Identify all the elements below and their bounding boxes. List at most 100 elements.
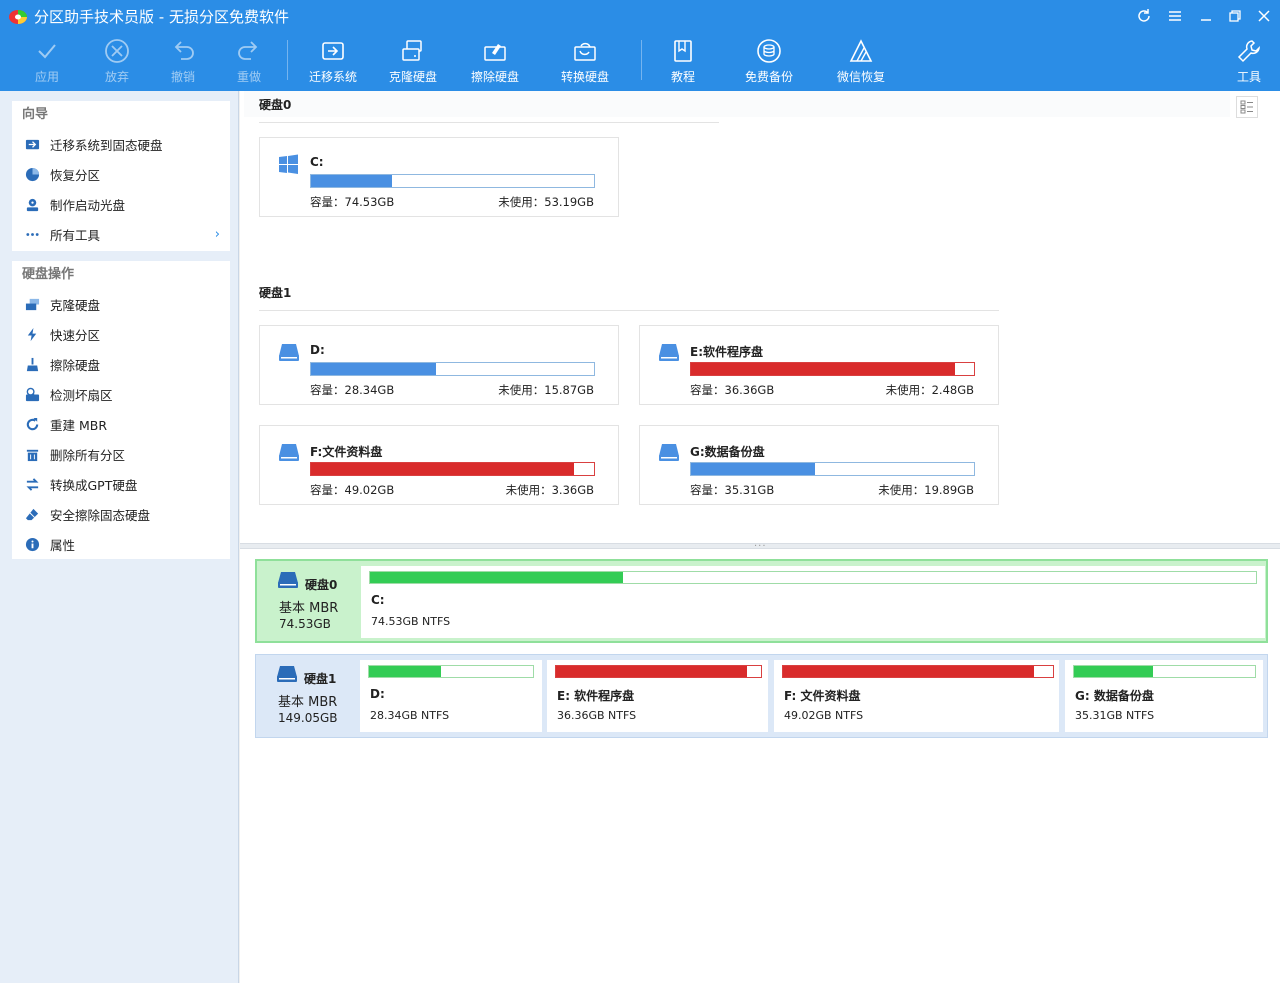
usage-fill — [311, 175, 392, 187]
sidebar-item-convert-gpt[interactable]: 转换成GPT硬盘 — [12, 469, 230, 499]
partition-card-g[interactable]: G:数据备份盘 容量：35.31GB 未使用：19.89GB — [639, 425, 999, 505]
partition-card-e[interactable]: E:软件程序盘 容量：36.36GB 未使用：2.48GB — [639, 325, 999, 405]
convert-icon — [25, 477, 39, 491]
minimize-button[interactable] — [1196, 6, 1216, 26]
close-button[interactable] — [1254, 6, 1274, 26]
convert-disk-button[interactable]: 转换硬盘 — [558, 36, 612, 88]
usage-fill — [1074, 666, 1154, 677]
undo-button[interactable]: 撤销 — [163, 36, 203, 88]
disk-size: 74.53GB — [279, 617, 331, 631]
disk-map-partition-d[interactable]: D: 28.34GB NTFS — [360, 660, 542, 732]
wipe-disk-icon — [484, 44, 506, 61]
wipe-disk-button[interactable]: 擦除硬盘 — [468, 36, 522, 88]
free-label: 未使用：2.48GB — [885, 383, 974, 397]
windows-icon — [279, 154, 298, 174]
sidebar-item-all-tools[interactable]: 所有工具 › — [12, 219, 230, 249]
drive-icon — [278, 572, 298, 588]
apply-button[interactable]: 应用 — [27, 36, 67, 88]
disk-name: 硬盘1 — [304, 672, 337, 686]
broom-icon — [26, 357, 38, 371]
window-title: 分区助手技术员版 - 无损分区免费软件 — [34, 8, 289, 26]
recovery-label: 微信恢复 — [836, 70, 885, 84]
view-toggle-button[interactable] — [1236, 96, 1258, 118]
refresh-icon — [1138, 9, 1150, 22]
undo-icon — [174, 41, 194, 60]
clone-disk-icon — [402, 40, 422, 61]
usage-bar — [368, 665, 534, 678]
tutorial-button[interactable]: 教程 — [666, 36, 700, 88]
disk-map-partition-g[interactable]: G: 数据备份盘 35.31GB NTFS — [1065, 660, 1263, 732]
restore-button[interactable] — [1225, 6, 1245, 26]
partition-card-view: 硬盘0 C: 容量：74.53GB 未使用：53.19GB 硬盘1 D: 容量：… — [240, 91, 1280, 543]
menu-button[interactable] — [1165, 6, 1185, 26]
grip-dots-icon: ··· — [754, 541, 767, 552]
usage-fill — [691, 463, 815, 475]
disk0-row[interactable]: 硬盘0 基本 MBR 74.53GB C: 74.53GB NTFS — [255, 559, 1268, 643]
migrate-icon — [322, 42, 344, 60]
lightning-icon — [27, 327, 36, 341]
usage-bar — [310, 174, 595, 188]
usage-fill — [311, 463, 575, 475]
check-sector-icon — [25, 387, 39, 401]
sidebar-item-boot-disc[interactable]: 制作启动光盘 — [12, 189, 230, 219]
partition-name: E:软件程序盘 — [690, 345, 763, 359]
sidebar-item-wipe-disk[interactable]: 擦除硬盘 — [12, 349, 230, 379]
backup-icon — [757, 39, 781, 63]
tools-button[interactable]: 工具 — [1234, 36, 1264, 88]
clone-disk-button[interactable]: 克隆硬盘 — [386, 36, 440, 88]
usage-fill — [370, 572, 624, 583]
sidebar-item-clone-disk[interactable]: 克隆硬盘 — [12, 289, 230, 319]
redo-button[interactable]: 重做 — [229, 36, 269, 88]
disk-ops-panel: 硬盘操作 克隆硬盘 快速分区 擦除硬盘 检测坏扇区 重建 MBR 删除所有分区 … — [12, 261, 230, 559]
divider — [259, 122, 719, 123]
migrate-os-button[interactable]: 迁移系统 — [306, 36, 360, 88]
disk-map-partition-f[interactable]: F: 文件资料盘 49.02GB NTFS — [774, 660, 1059, 732]
sidebar-item-restore-partition[interactable]: 恢复分区 — [12, 159, 230, 189]
convert-label: 转换硬盘 — [560, 70, 609, 84]
partition-card-f[interactable]: F:文件资料盘 容量：49.02GB 未使用：3.36GB — [259, 425, 619, 505]
drive-icon — [659, 444, 679, 461]
sidebar-item-delete-all-partitions[interactable]: 删除所有分区 — [12, 439, 230, 469]
wechat-recovery-button[interactable]: 微信恢复 — [834, 36, 888, 88]
sidebar-item-label: 所有工具 — [50, 227, 101, 243]
usage-bar — [369, 571, 1257, 584]
disk-map-partition-e[interactable]: E: 软件程序盘 36.36GB NTFS — [547, 660, 768, 732]
sidebar-item-rebuild-mbr[interactable]: 重建 MBR — [12, 409, 230, 439]
backup-label: 免费备份 — [744, 70, 793, 84]
disk1-row[interactable]: 硬盘1 基本 MBR 149.05GB D: 28.34GB NTFS E: 软… — [255, 654, 1268, 738]
sidebar-item-secure-erase-ssd[interactable]: 安全擦除固态硬盘 — [12, 499, 230, 529]
sidebar-item-label: 恢复分区 — [50, 167, 101, 183]
free-label: 未使用：19.89GB — [878, 483, 974, 497]
disk-type: 基本 MBR — [279, 601, 339, 616]
sidebar-item-quick-partition[interactable]: 快速分区 — [12, 319, 230, 349]
free-backup-button[interactable]: 免费备份 — [742, 36, 796, 88]
sidebar-item-label: 转换成GPT硬盘 — [50, 477, 138, 493]
usage-bar — [690, 462, 975, 476]
sidebar-item-migrate-ssd[interactable]: 迁移系统到固态硬盘 — [12, 129, 230, 159]
discard-button[interactable]: 放弃 — [97, 36, 137, 88]
sidebar-item-label: 检测坏扇区 — [50, 387, 113, 403]
drive-icon — [659, 344, 679, 361]
partition-name: D: — [310, 343, 325, 357]
sidebar-item-label: 迁移系统到固态硬盘 — [50, 137, 163, 153]
usage-fill — [311, 363, 436, 375]
pane-splitter[interactable]: ··· — [240, 541, 1280, 552]
disk-map-partition-c[interactable]: C: 74.53GB NTFS — [361, 566, 1265, 638]
disk-size: 149.05GB — [278, 711, 338, 725]
partition-fs: 35.31GB NTFS — [1075, 709, 1155, 722]
partition-card-d[interactable]: D: 容量：28.34GB 未使用：15.87GB — [259, 325, 619, 405]
partition-card-c[interactable]: C: 容量：74.53GB 未使用：53.19GB — [259, 137, 619, 217]
sidebar-item-label: 快速分区 — [50, 327, 101, 343]
menu-icon — [1169, 11, 1181, 21]
refresh-button[interactable] — [1134, 6, 1154, 26]
capacity-label: 容量：49.02GB — [310, 483, 395, 497]
capacity-label: 容量：28.34GB — [310, 383, 395, 397]
usage-bar — [782, 665, 1054, 678]
restore-partition-icon — [25, 167, 39, 181]
partition-name: C: — [371, 593, 385, 607]
sidebar-item-check-bad-sector[interactable]: 检测坏扇区 — [12, 379, 230, 409]
drive-icon — [279, 344, 299, 361]
top-bar: 分区助手技术员版 - 无损分区免费软件 应用 放弃 撤销 重做 — [0, 0, 1280, 91]
sidebar-item-label: 删除所有分区 — [50, 447, 126, 463]
sidebar-item-properties[interactable]: 属性 — [12, 529, 230, 559]
